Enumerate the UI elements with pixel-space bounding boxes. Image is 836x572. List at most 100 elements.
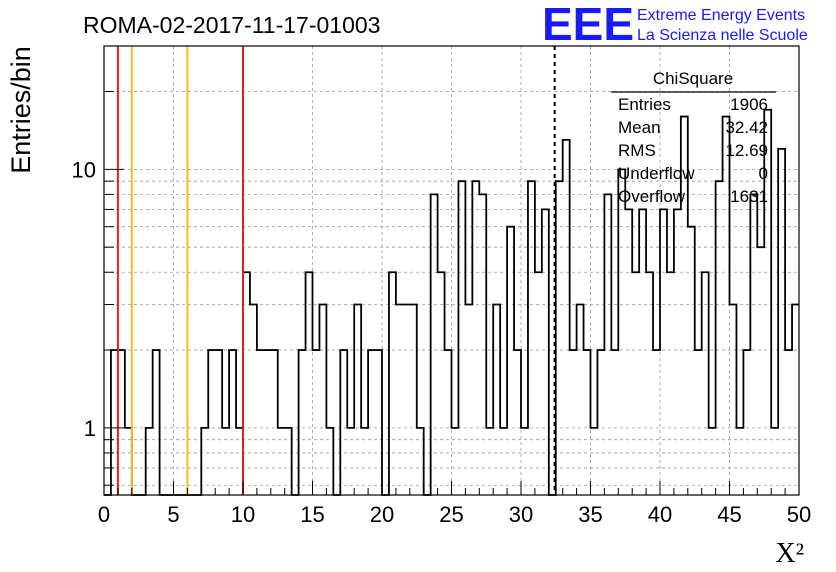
stats-value-entries: 1906 [730,95,768,114]
histogram-bin [750,194,757,495]
histogram-bin [570,350,577,495]
stats-value-mean: 32.42 [725,118,768,137]
histogram-bin [597,350,604,495]
histogram-bin [389,272,396,495]
histogram-bin [528,181,535,495]
stats-label-rms: RMS [618,141,656,160]
histogram-bin [215,350,222,495]
stats-label-overflow: Overflow [618,187,686,206]
histogram-bin [577,305,584,495]
histogram-bin [229,350,236,495]
histogram-bin [479,194,486,495]
y-axis-title: Entries/bin [6,46,36,174]
histogram-bin [535,272,542,495]
histogram-bin [396,305,403,495]
histogram-bin [507,227,514,495]
histogram-bin [264,350,271,495]
histogram-bin [111,350,118,495]
histogram-bin [118,350,125,495]
histogram-bin [653,350,660,495]
stats-value-overflow: 1631 [730,187,768,206]
histogram-bin [153,350,160,495]
axis-ticks: 0 5 10 15 20 25 30 35 40 45 50 1 10 [72,91,811,527]
histogram-bin [340,350,347,495]
histogram-bin [660,209,667,495]
chart-title: ROMA-02-2017-11-17-01003 [83,12,380,38]
histogram-bin [410,305,417,495]
y-tick-label: 10 [72,157,96,182]
histogram-bin [646,272,653,495]
histogram-bin [257,350,264,495]
histogram-bin [472,181,479,495]
histogram-bin [299,350,306,495]
histogram-outline [104,108,799,496]
x-axis-title: X² [775,538,804,569]
histogram-bin [563,140,570,495]
histogram-bin [723,117,730,495]
histogram-bin [702,272,709,495]
histogram-bars [104,108,799,496]
histogram-bin [514,350,521,495]
histogram-bin [445,350,452,495]
grid-lines [104,46,799,495]
stats-label-mean: Mean [618,118,661,137]
histogram-bin [465,305,472,495]
histogram-bin [632,272,639,495]
reference-lines [116,46,556,495]
histogram-bin [695,350,702,495]
stats-value-underflow: 0 [759,164,768,183]
histogram-bin [354,305,361,495]
histogram-bin [604,194,611,495]
histogram-bin [556,181,563,495]
histogram-bin [458,181,465,495]
histogram-bin [306,272,313,495]
stats-label-underflow: Underflow [618,164,695,183]
histogram-bin [674,209,681,495]
x-tick-label: 0 [98,502,110,527]
histogram-bin [625,209,632,495]
histogram-bin [208,350,215,495]
histogram-bin [688,227,695,495]
histogram-bin [431,194,438,495]
histogram-bin [542,209,549,495]
histogram-bin [250,305,257,495]
histogram-bin [792,305,799,495]
y-tick-label: 1 [84,416,96,441]
x-tick-label: 25 [439,502,463,527]
histogram-bin [243,272,250,495]
histogram-bin [319,305,326,495]
histogram-bin [271,350,278,495]
x-tick-label: 5 [167,502,179,527]
x-tick-label: 10 [231,502,255,527]
histogram-bin [743,350,750,495]
logo-line-2: La Scienza nelle Scuole [637,27,808,44]
x-tick-label: 50 [787,502,811,527]
x-tick-label: 40 [648,502,672,527]
logo-line-1: Extreme Energy Events [637,7,805,24]
histogram-bin [639,209,646,495]
x-tick-label: 45 [717,502,741,527]
histogram-bin [716,181,723,495]
histogram-bin [493,305,500,495]
x-tick-label: 15 [300,502,324,527]
stats-box: ChiSquare Entries 1906 Mean 32.42 RMS 12… [611,69,776,206]
x-tick-label: 35 [578,502,602,527]
histogram-bin [757,247,764,495]
histogram-bin [618,169,625,495]
histogram-bin [667,272,674,495]
eee-logo: EEE [542,0,634,50]
histogram-bin [368,350,375,495]
histogram-bin [584,350,591,495]
histogram-bin [778,149,785,495]
histogram-bin [785,350,792,495]
histogram-bin [611,350,618,495]
x-tick-label: 30 [509,502,533,527]
histogram-bin [403,305,410,495]
x-tick-label: 20 [370,502,394,527]
stats-label-entries: Entries [618,95,671,114]
histogram-bin [313,350,320,495]
histogram-bin [375,350,382,495]
stats-value-rms: 12.69 [725,141,768,160]
stats-title: ChiSquare [653,69,733,88]
